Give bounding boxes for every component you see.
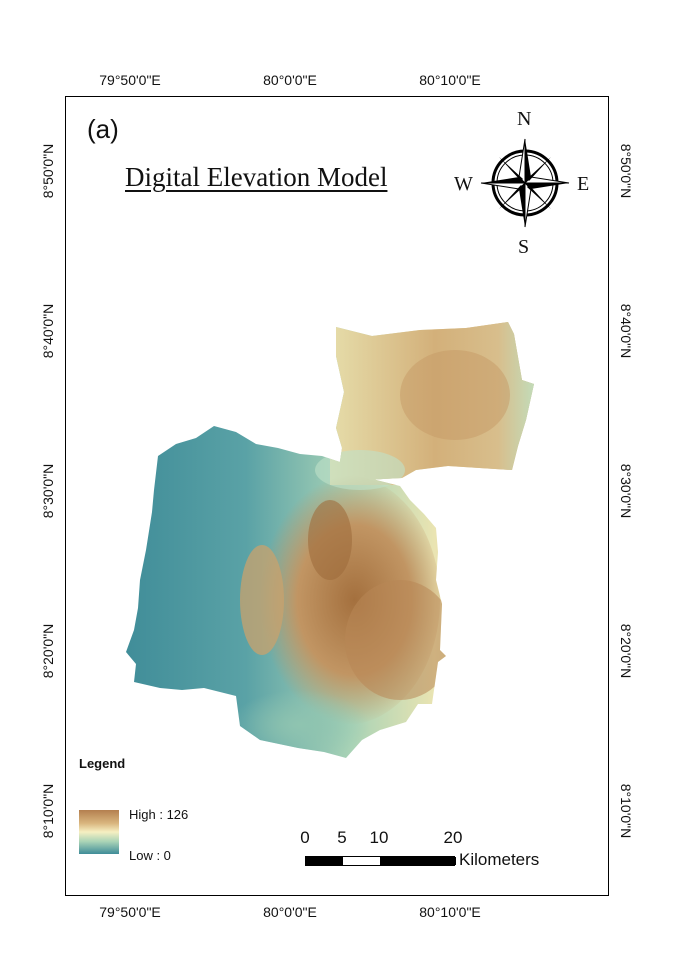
longitude-label-bottom-1: 79°50'0"E	[99, 904, 161, 920]
elevation-color-ramp	[79, 810, 119, 854]
legend-title: Legend	[79, 756, 126, 771]
scalebar-segment-1	[306, 857, 343, 865]
compass-south-label: S	[518, 236, 530, 258]
legend-high-label: High : 126	[129, 807, 189, 822]
panel-label: (a)	[87, 114, 119, 144]
map-title: Digital Elevation Model	[125, 162, 388, 192]
compass-east-label: E	[577, 173, 590, 195]
compass-west-label: W	[454, 173, 473, 195]
scale-bar	[305, 856, 456, 866]
scalebar-segment-2	[343, 857, 380, 865]
longitude-label-bottom-3: 80°10'0"E	[419, 904, 481, 920]
north-arrow-icon	[480, 138, 570, 228]
scalebar-tick-5: 5	[337, 828, 347, 847]
longitude-label-top-2: 80°0'0"E	[263, 72, 317, 88]
scalebar-tick-0: 0	[300, 828, 310, 847]
scalebar-tick-20: 20	[443, 828, 463, 847]
longitude-label-top-1: 79°50'0"E	[99, 72, 161, 88]
longitude-label-top-3: 80°10'0"E	[419, 72, 481, 88]
scalebar-tick-10: 10	[369, 828, 389, 847]
compass-north-label: N	[517, 108, 532, 130]
scalebar-segment-3	[380, 857, 456, 865]
longitude-label-bottom-2: 80°0'0"E	[263, 904, 317, 920]
legend-low-label: Low : 0	[129, 848, 171, 863]
scalebar-unit-label: Kilometers	[459, 850, 540, 869]
